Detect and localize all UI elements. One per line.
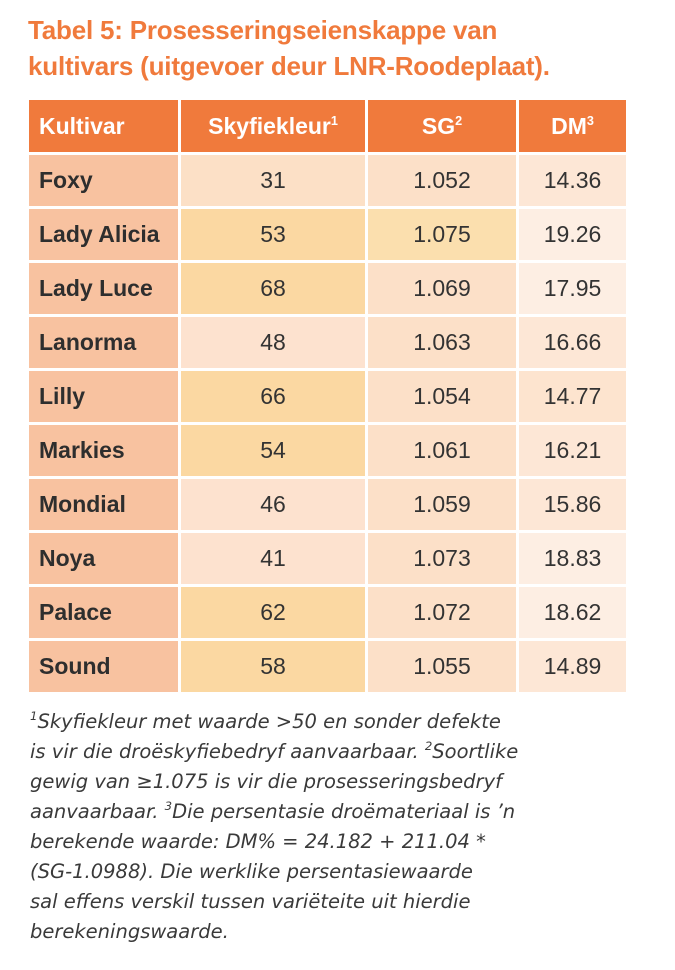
footnote-sup-3: 3 (164, 798, 173, 813)
cell-dm: 18.83 (519, 533, 626, 584)
cell-sg: 1.069 (367, 263, 517, 314)
cell-sg: 1.055 (367, 641, 517, 692)
cell-skyfiekleur: 66 (181, 371, 365, 422)
cell-cultivar: Lady Alicia (29, 209, 179, 260)
footnote-line-7: sal effens verskil tussen variëteite uit… (30, 890, 471, 913)
table-header: Kultivar Skyfiekleur1 SG2 DM3 (29, 100, 626, 152)
cell-cultivar: Sound (29, 641, 179, 692)
footnote-line-4: aanvaarbaar. 3Die persentasie droëmateri… (30, 798, 516, 823)
cell-dm: 19.26 (519, 209, 626, 260)
table-row: Palace 62 1.072 18.62 (29, 587, 626, 638)
cell-cultivar: Markies (29, 425, 179, 476)
cell-sg: 1.052 (367, 155, 517, 206)
cell-sg: 1.054 (367, 371, 517, 422)
header-cultivar: Kultivar (29, 100, 179, 152)
footnote-line-5: berekende waarde: DM% = 24.182 + 211.04 … (30, 830, 486, 853)
cell-sg: 1.059 (367, 479, 517, 530)
cell-sg: 1.072 (367, 587, 517, 638)
header-skyfiekleur: Skyfiekleur1 (181, 100, 365, 152)
title-line-2: kultivars (uitgevoer deur LNR-Roodeplaat… (28, 51, 550, 81)
header-sg-sup: 2 (455, 113, 463, 128)
title-line-1: Tabel 5: Prosesseringseienskappe van (28, 15, 498, 45)
cell-cultivar: Lilly (29, 371, 179, 422)
cell-skyfiekleur: 31 (181, 155, 365, 206)
cell-sg: 1.061 (367, 425, 517, 476)
cell-sg: 1.073 (367, 533, 517, 584)
table-body: Foxy 31 1.052 14.36 Lady Alicia 53 1.075… (29, 155, 626, 692)
footnote-line-6: (SG-1.0988). Die werklike persentasiewaa… (30, 860, 473, 883)
cell-cultivar: Lady Luce (29, 263, 179, 314)
cell-cultivar: Palace (29, 587, 179, 638)
table-row: Sound 58 1.055 14.89 (29, 641, 626, 692)
header-sg: SG2 (367, 100, 517, 152)
table-footnote: 1Skyfiekleur met waarde >50 en sonder de… (30, 707, 630, 947)
footnote-sup-1: 1 (30, 708, 38, 723)
cell-sg: 1.075 (367, 209, 517, 260)
table-title: Tabel 5: Prosesseringseienskappe van kul… (28, 12, 658, 84)
cell-cultivar: Foxy (29, 155, 179, 206)
cell-cultivar: Mondial (29, 479, 179, 530)
table-row: Lilly 66 1.054 14.77 (29, 371, 626, 422)
cell-cultivar: Lanorma (29, 317, 179, 368)
cell-dm: 18.62 (519, 587, 626, 638)
cell-sg: 1.063 (367, 317, 517, 368)
cell-skyfiekleur: 41 (181, 533, 365, 584)
cell-skyfiekleur: 54 (181, 425, 365, 476)
cell-skyfiekleur: 46 (181, 479, 365, 530)
cell-dm: 14.77 (519, 371, 626, 422)
footnote-line-8: berekeningswaarde. (30, 920, 229, 943)
cell-skyfiekleur: 68 (181, 263, 365, 314)
cell-dm: 17.95 (519, 263, 626, 314)
header-skyfiekleur-sup: 1 (330, 113, 338, 128)
table-row: Lady Alicia 53 1.075 19.26 (29, 209, 626, 260)
footnote-line-1: 1Skyfiekleur met waarde >50 en sonder de… (30, 708, 501, 733)
cell-skyfiekleur: 53 (181, 209, 365, 260)
footnote-line-2: is vir die droëskyfiebedryf aanvaarbaar.… (30, 738, 519, 763)
footnote-sup-2: 2 (424, 738, 433, 753)
cell-dm: 16.66 (519, 317, 626, 368)
cell-dm: 14.36 (519, 155, 626, 206)
cell-dm: 16.21 (519, 425, 626, 476)
header-row: Kultivar Skyfiekleur1 SG2 DM3 (29, 100, 626, 152)
cell-dm: 15.86 (519, 479, 626, 530)
cell-dm: 14.89 (519, 641, 626, 692)
table-row: Noya 41 1.073 18.83 (29, 533, 626, 584)
footnote-line-3: gewig van ≥1.075 is vir die prosessering… (30, 770, 502, 793)
table-row: Lanorma 48 1.063 16.66 (29, 317, 626, 368)
header-dm-sup: 3 (586, 113, 594, 128)
table-row: Lady Luce 68 1.069 17.95 (29, 263, 626, 314)
cell-skyfiekleur: 58 (181, 641, 365, 692)
cell-skyfiekleur: 62 (181, 587, 365, 638)
table-row: Markies 54 1.061 16.21 (29, 425, 626, 476)
cell-cultivar: Noya (29, 533, 179, 584)
header-dm: DM3 (519, 100, 626, 152)
cultivar-table: Kultivar Skyfiekleur1 SG2 DM3 Foxy 31 1.… (26, 97, 629, 695)
table-row: Mondial 46 1.059 15.86 (29, 479, 626, 530)
table-row: Foxy 31 1.052 14.36 (29, 155, 626, 206)
cell-skyfiekleur: 48 (181, 317, 365, 368)
